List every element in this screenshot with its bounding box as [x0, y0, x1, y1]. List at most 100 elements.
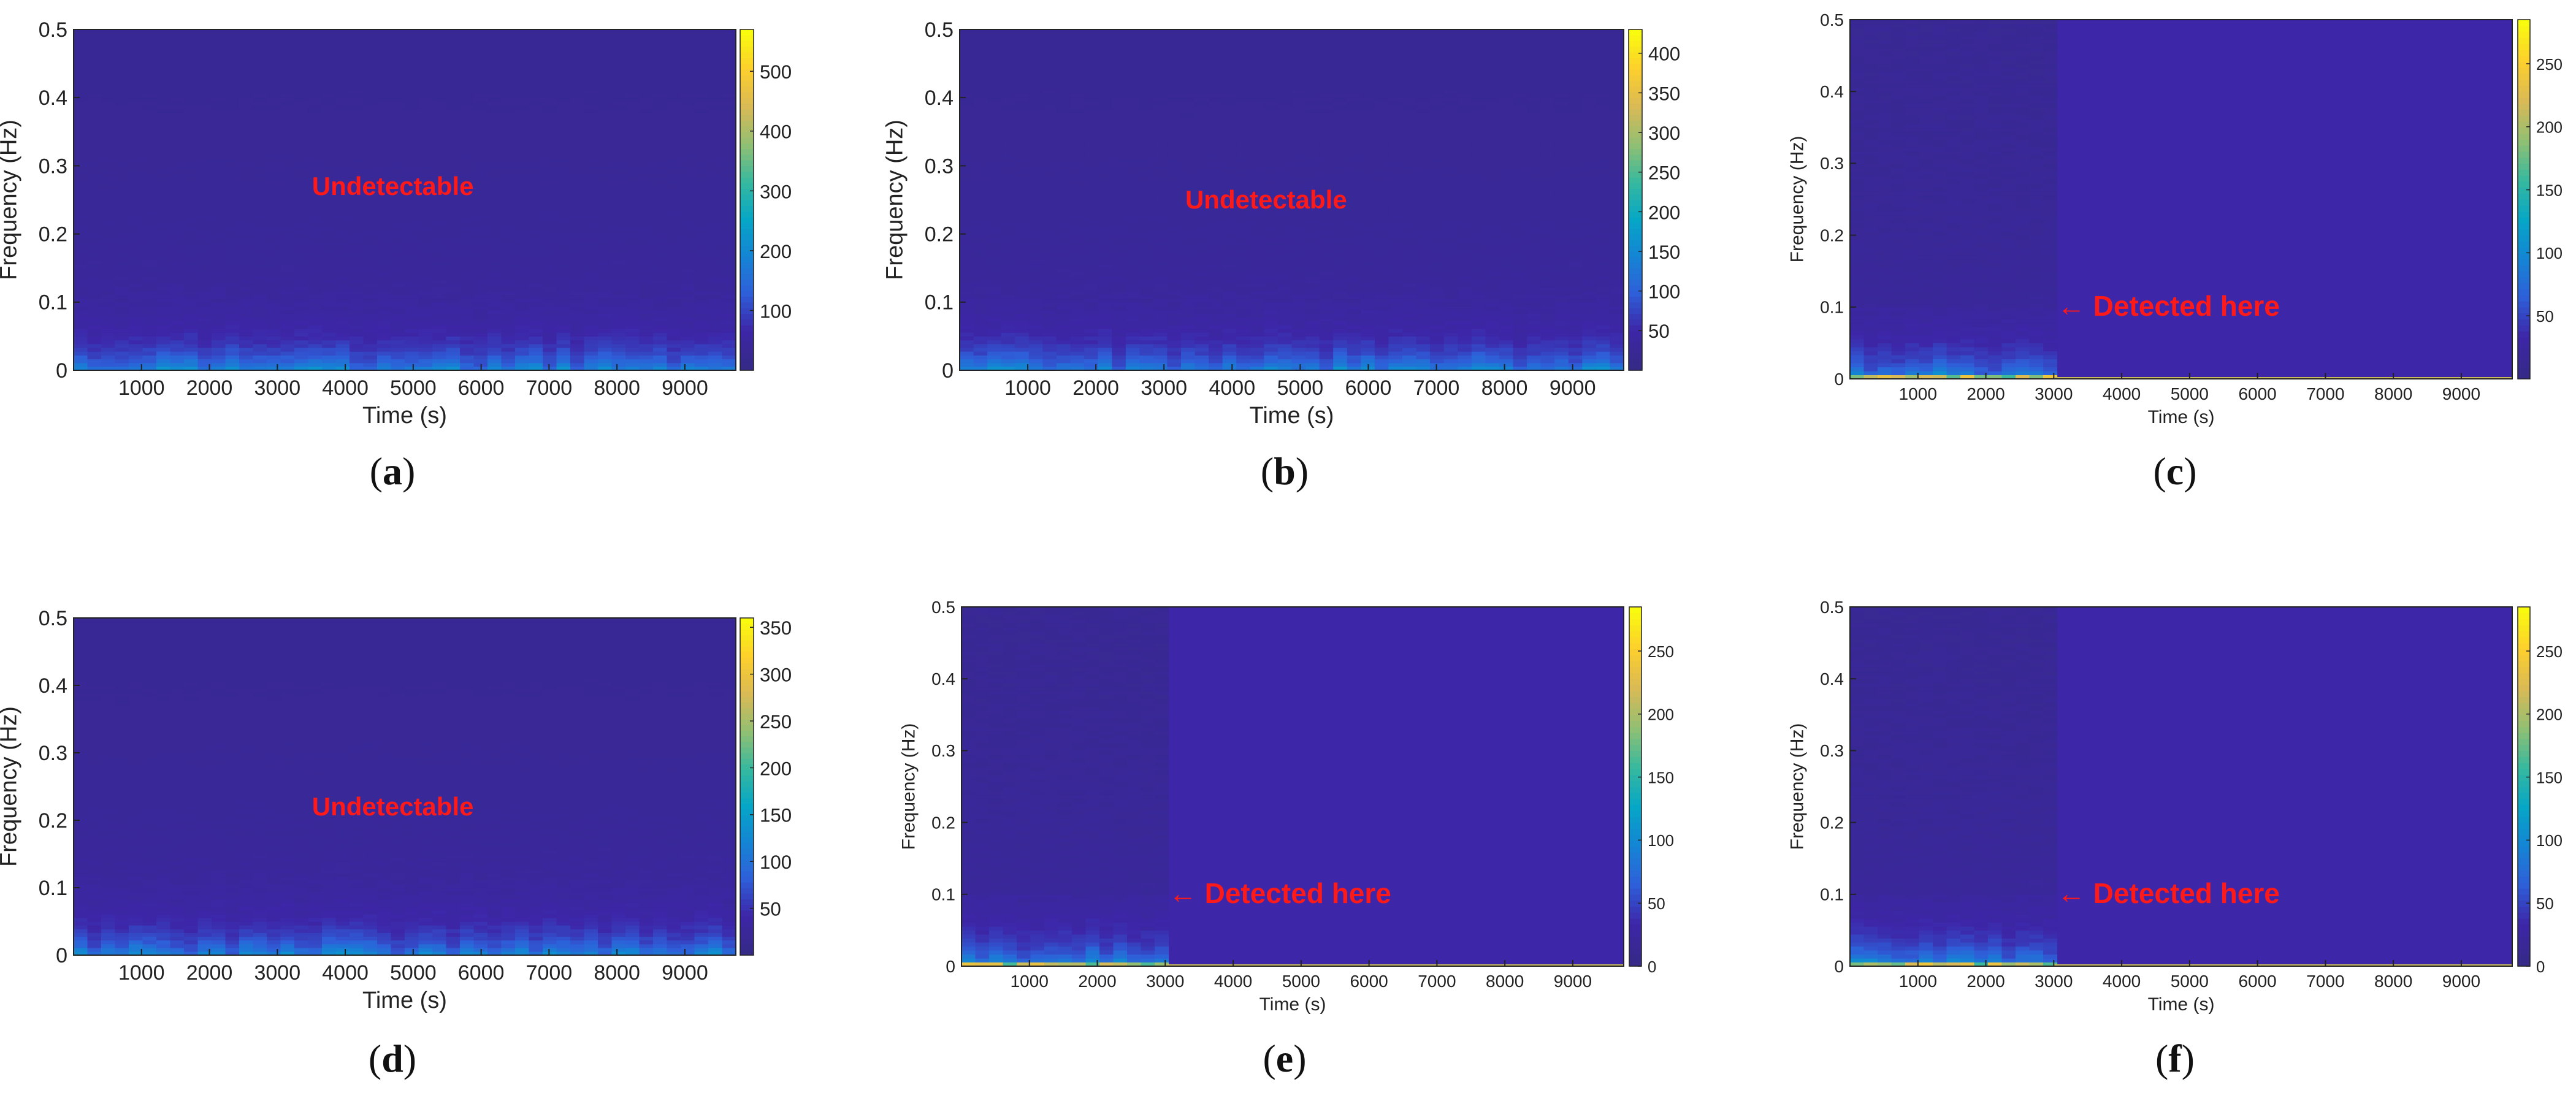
- heatmap-cell: [281, 200, 295, 204]
- heatmap-cell: [170, 302, 185, 307]
- heatmap-cell: [253, 215, 267, 219]
- heatmap-cell: [294, 67, 308, 72]
- heatmap-cell: [115, 185, 129, 189]
- heatmap-cell: [239, 196, 253, 200]
- heatmap-cell: [350, 139, 364, 143]
- heatmap-cell: [212, 71, 226, 75]
- heatmap-cell: [101, 272, 115, 276]
- heatmap-cell: [239, 313, 253, 318]
- heatmap-cell: [170, 162, 185, 166]
- heatmap-cell: [377, 306, 391, 310]
- heatmap-cell: [322, 336, 336, 340]
- heatmap-cell: [170, 219, 185, 223]
- heatmap-cell: [156, 299, 170, 303]
- heatmap-cell: [88, 132, 102, 136]
- heatmap-cell: [198, 276, 212, 280]
- heatmap-cell: [156, 351, 170, 356]
- heatmap-cell: [294, 321, 308, 326]
- heatmap-cell: [115, 234, 129, 238]
- heatmap-cell: [226, 325, 240, 329]
- heatmap-cell: [308, 234, 323, 238]
- heatmap-cell: [184, 101, 198, 105]
- heatmap-cell: [74, 124, 88, 128]
- heatmap-cell: [198, 135, 212, 140]
- heatmap-cell: [226, 318, 240, 322]
- heatmap-cell: [101, 249, 115, 253]
- heatmap-cell: [364, 242, 378, 246]
- heatmap-cell: [226, 276, 240, 280]
- heatmap-cell: [364, 219, 378, 223]
- heatmap-cell: [267, 249, 281, 253]
- heatmap-cell: [88, 321, 102, 326]
- heatmap-cell: [170, 59, 185, 64]
- heatmap-cell: [281, 226, 295, 231]
- heatmap-cell: [115, 207, 129, 212]
- heatmap-cell: [239, 33, 253, 37]
- heatmap-cell: [74, 116, 88, 121]
- heatmap-cell: [129, 348, 143, 352]
- heatmap-cell: [212, 272, 226, 276]
- heatmap-cell: [322, 78, 336, 83]
- heatmap-cell: [226, 71, 240, 75]
- heatmap-cell: [281, 97, 295, 102]
- heatmap-cell: [253, 276, 267, 280]
- heatmap-cell: [281, 261, 295, 265]
- heatmap-cell: [170, 318, 185, 322]
- heatmap-cell: [115, 132, 129, 136]
- heatmap-cell: [253, 162, 267, 166]
- heatmap-cell: [239, 223, 253, 227]
- heatmap-cell: [198, 257, 212, 261]
- heatmap-cell: [129, 56, 143, 60]
- heatmap-cell: [364, 56, 378, 60]
- heatmap-cell: [308, 283, 323, 288]
- heatmap-cell: [281, 344, 295, 348]
- heatmap-cell: [115, 33, 129, 37]
- heatmap-cell: [74, 261, 88, 265]
- heatmap-cell: [350, 219, 364, 223]
- heatmap-cell: [281, 294, 295, 299]
- heatmap-cell: [143, 56, 157, 60]
- heatmap-cell: [253, 113, 267, 117]
- heatmap-cell: [281, 336, 295, 340]
- heatmap-cell: [143, 177, 157, 181]
- heatmap-cell: [364, 67, 378, 72]
- heatmap-cell: [239, 116, 253, 121]
- heatmap-cell: [115, 249, 129, 253]
- heatmap-cell: [156, 340, 170, 345]
- heatmap-cell: [281, 272, 295, 276]
- heatmap-cell: [212, 204, 226, 208]
- heatmap-cell: [281, 329, 295, 333]
- heatmap-cell: [101, 336, 115, 340]
- heatmap-cell: [377, 283, 391, 288]
- heatmap-cell: [336, 226, 350, 231]
- heatmap-cell: [170, 113, 185, 117]
- heatmap-cell: [156, 276, 170, 280]
- heatmap-cell: [101, 230, 115, 234]
- heatmap-cell: [322, 83, 336, 87]
- heatmap-cell: [364, 313, 378, 318]
- heatmap-cell: [115, 261, 129, 265]
- heatmap-cell: [88, 139, 102, 143]
- heatmap-cell: [377, 261, 391, 265]
- heatmap-cell: [74, 321, 88, 326]
- heatmap-cell: [294, 33, 308, 37]
- heatmap-cell: [322, 48, 336, 53]
- heatmap-cell: [129, 344, 143, 348]
- heatmap-cell: [350, 321, 364, 326]
- heatmap-cell: [143, 83, 157, 87]
- heatmap-cell: [267, 355, 281, 359]
- heatmap-cell: [239, 90, 253, 94]
- heatmap-cell: [364, 41, 378, 45]
- heatmap-cell: [212, 196, 226, 200]
- heatmap-cell: [129, 97, 143, 102]
- heatmap-cell: [143, 128, 157, 132]
- heatmap-cell: [184, 139, 198, 143]
- heatmap-cell: [294, 336, 308, 340]
- heatmap-cell: [198, 52, 212, 56]
- heatmap-cell: [294, 86, 308, 91]
- heatmap-cell: [253, 245, 267, 250]
- heatmap-cell: [170, 78, 185, 83]
- heatmap-cell: [267, 234, 281, 238]
- heatmap-cell: [170, 242, 185, 246]
- heatmap-cell: [198, 158, 212, 162]
